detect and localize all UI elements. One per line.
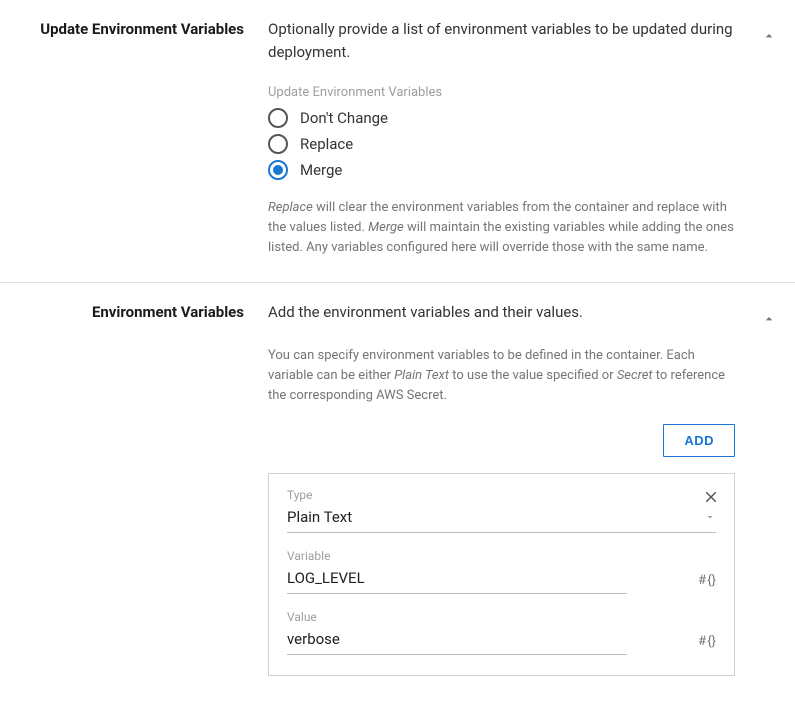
radio-replace[interactable]: Replace: [268, 134, 735, 154]
radio-merge[interactable]: Merge: [268, 160, 735, 180]
section-title-env-vars: Environment Variables: [92, 303, 244, 321]
radio-label: Don't Change: [300, 109, 388, 127]
env-var-card: Type Plain Text Variable LOG_LEVEL: [268, 473, 735, 676]
braces-icon: {}: [707, 634, 716, 649]
field-variable: Variable LOG_LEVEL #{}: [287, 549, 716, 594]
chevron-up-icon: [761, 311, 777, 327]
help-text-update-env: Replace will clear the environment varia…: [268, 198, 735, 258]
chevron-down-icon: [704, 511, 716, 523]
section-update-env-vars: Update Environment Variables Optionally …: [0, 0, 795, 283]
collapse-toggle[interactable]: [761, 28, 777, 48]
radio-group-update-mode: Don't Change Replace Merge: [268, 108, 735, 180]
field-type: Type Plain Text: [287, 488, 716, 533]
help-text-env-vars: You can specify environment variables to…: [268, 346, 735, 406]
radio-group-label: Update Environment Variables: [268, 85, 735, 100]
hash-icon: #: [698, 573, 706, 588]
radio-icon-checked: [268, 160, 288, 180]
braces-icon: {}: [707, 573, 716, 588]
section-desc-update-env: Optionally provide a list of environment…: [268, 18, 735, 63]
field-value: Value verbose #{}: [287, 610, 716, 655]
type-value: Plain Text: [287, 506, 696, 528]
help-em-merge: Merge: [368, 220, 404, 235]
hash-icon: #: [698, 634, 706, 649]
value-input[interactable]: verbose: [287, 628, 627, 655]
help-em-plaintext: Plain Text: [394, 368, 449, 383]
add-variable-button[interactable]: ADD: [663, 424, 735, 457]
value-value: verbose: [287, 628, 627, 650]
variable-expression-button[interactable]: #{}: [698, 573, 716, 588]
field-label-variable: Variable: [287, 549, 716, 563]
variable-input[interactable]: LOG_LEVEL: [287, 567, 627, 594]
variable-value: LOG_LEVEL: [287, 567, 627, 589]
radio-icon: [268, 134, 288, 154]
section-env-vars: Environment Variables Add the environmen…: [0, 283, 795, 700]
field-label-value: Value: [287, 610, 716, 624]
collapse-toggle[interactable]: [761, 311, 777, 331]
help-em-replace: Replace: [268, 200, 313, 215]
field-label-type: Type: [287, 488, 716, 502]
section-title-update-env: Update Environment Variables: [40, 20, 244, 38]
chevron-up-icon: [761, 28, 777, 44]
help-em-secret: Secret: [617, 368, 653, 383]
value-expression-button[interactable]: #{}: [698, 634, 716, 649]
radio-label: Replace: [300, 135, 353, 153]
radio-dont-change[interactable]: Don't Change: [268, 108, 735, 128]
type-select[interactable]: Plain Text: [287, 506, 716, 533]
radio-label: Merge: [300, 161, 342, 179]
section-desc-env-vars: Add the environment variables and their …: [268, 301, 735, 324]
radio-icon: [268, 108, 288, 128]
